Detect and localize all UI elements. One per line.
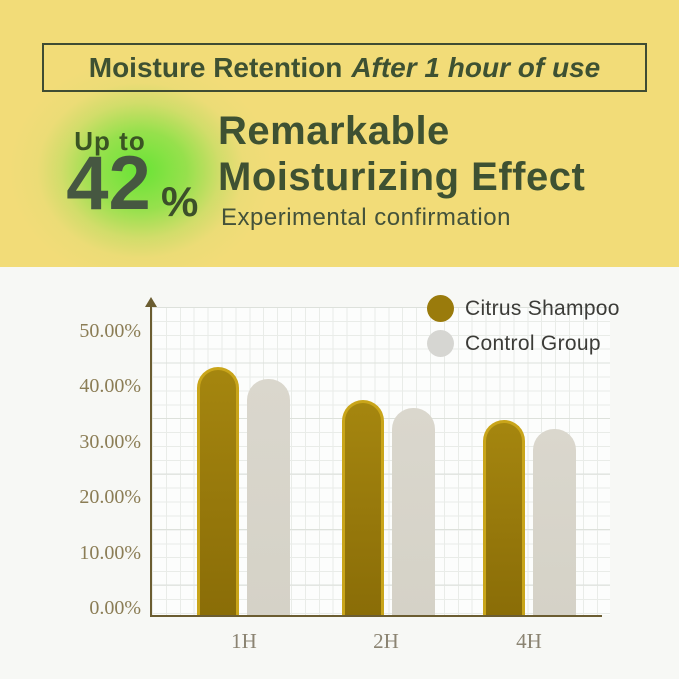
bar-citrus-2h [342,400,384,615]
y-axis-line [150,307,152,617]
x-tick-4h: 4H [516,629,542,653]
bar-control-2h [392,408,435,615]
bar-group-4h [483,420,576,615]
subheadline: Experimental confirmation [221,204,511,231]
green-glow-decoration [8,58,273,283]
hero-section: Moisture Retention After 1 hour of use U… [0,0,679,283]
x-tick-1h: 1H [231,629,257,653]
headline-line2: Moisturizing Effect [218,155,586,199]
x-axis-line [150,615,602,617]
bar-group-2h [342,400,435,615]
title-italic: After 1 hour of use [351,51,601,83]
headline-line1: Remarkable [218,109,450,153]
legend-label-citrus: Citrus Shampoo [465,296,620,320]
x-tick-2h: 2H [373,629,399,653]
bar-citrus-1h [197,367,239,615]
legend-row-citrus: Citrus Shampoo [427,295,620,322]
legend: Citrus Shampoo Control Group [427,295,620,365]
legend-label-control: Control Group [465,331,601,355]
title-box: Moisture Retention After 1 hour of use [42,43,647,92]
headline: Remarkable Moisturizing Effect [218,108,585,200]
upto-label: Up to [74,126,146,156]
plot-area [152,307,610,615]
bar-control-4h [533,429,576,615]
y-axis-arrow-icon [145,297,157,307]
y-tick-20: 20.00% [79,486,141,508]
chart-section: 50.00% 40.00% 30.00% 20.00% 10.00% 0.00%… [0,267,679,679]
y-tick-50: 50.00% [79,320,141,342]
bar-control-1h [247,379,290,615]
legend-swatch-citrus [427,295,454,322]
legend-swatch-control [427,330,454,357]
y-tick-0: 0.00% [89,597,141,619]
legend-row-control: Control Group [427,330,620,357]
bar-group-1h [197,367,290,615]
title-main: Moisture Retention [88,51,343,83]
y-tick-10: 10.00% [79,542,141,564]
bar-citrus-4h [483,420,525,615]
highlight-value: 42 [66,141,151,226]
percent-sign: % [161,178,199,225]
y-tick-40: 40.00% [79,375,141,397]
y-tick-30: 30.00% [79,431,141,453]
